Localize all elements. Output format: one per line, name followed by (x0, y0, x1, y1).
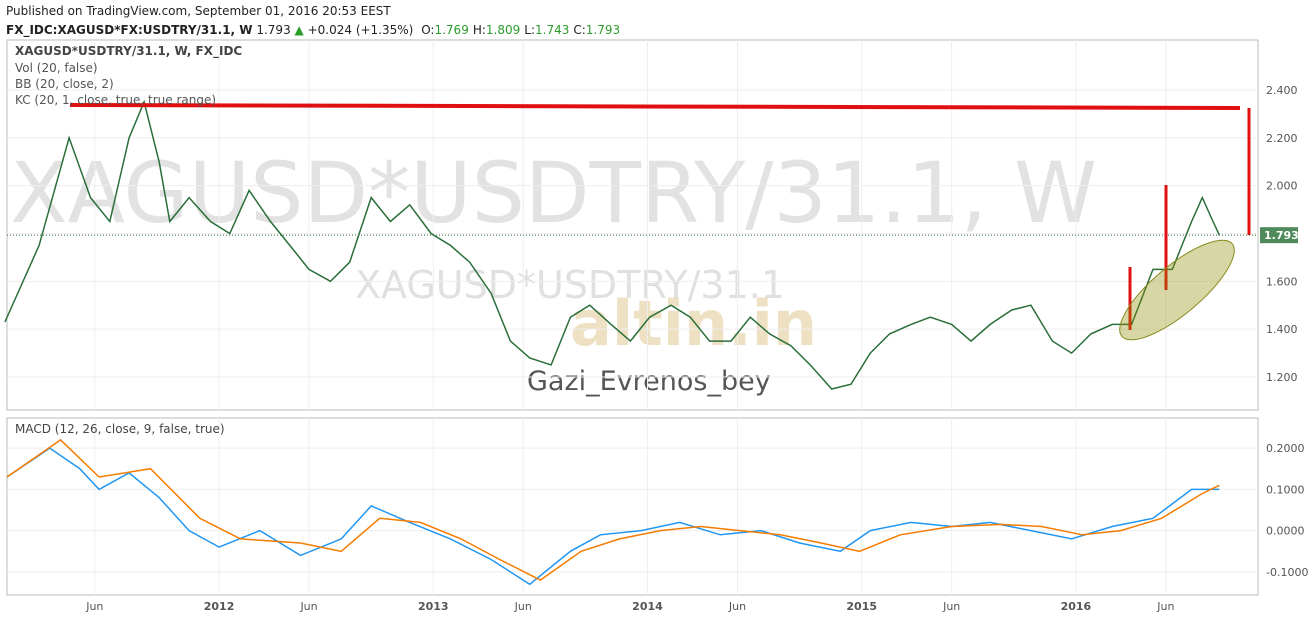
x-tick-label: 2013 (418, 600, 449, 613)
x-tick-label: 2015 (846, 600, 877, 613)
y-tick-label: 1.600 (1266, 275, 1298, 288)
last-price-box (1260, 227, 1298, 244)
quote-line: FX_IDC:XAGUSD*FX:USDTRY/31.1, W 1.793 ▲ … (6, 21, 620, 40)
y-tick-label: 0.2000 (1266, 442, 1305, 455)
watermark: XAGUSD*USDTRY/31.1, W (10, 144, 1097, 242)
x-tick-label: Jun (85, 600, 103, 613)
y-tick-label: 1.200 (1266, 371, 1298, 384)
last-price-label: 1.793 (1264, 229, 1299, 242)
x-tick-label: Jun (942, 600, 960, 613)
panel-title: MACD (12, 26, close, 9, false, true) (15, 422, 225, 436)
last: 1.793 (256, 23, 291, 37)
ohlc-key: H: (472, 23, 486, 37)
y-tick-label: 2.000 (1266, 180, 1298, 193)
indicator-label: BB (20, close, 2) (15, 77, 114, 91)
x-tick-label: Jun (514, 600, 532, 613)
symbol: FX_IDC:XAGUSD*FX:USDTRY/31.1, W (6, 23, 253, 37)
logo: altin.in (570, 287, 817, 360)
y-tick-label: 0.1000 (1266, 483, 1305, 496)
macd-panel (6, 417, 1259, 596)
ohlc-value: 1.793 (585, 23, 621, 37)
drawn-ellipse (1119, 239, 1235, 341)
y-tick-label: 0.0000 (1266, 525, 1305, 538)
indicator-label: KC (20, 1, close, true, true range) (15, 93, 216, 107)
series-line (6, 438, 1220, 581)
series-line (4, 99, 1221, 390)
x-tick-label: Jun (1156, 600, 1174, 613)
published: Published on TradingView.com, September … (6, 4, 391, 18)
watermark: XAGUSD*USDTRY/31.1 (355, 263, 785, 307)
y-tick-label: -0.1000 (1266, 566, 1308, 579)
x-tick-label: Jun (299, 600, 317, 613)
y-tick-label: 2.200 (1266, 132, 1298, 145)
panel-title: XAGUSD*USDTRY/31.1, W, FX_IDC (15, 44, 242, 59)
x-tick-label: 2014 (632, 600, 663, 613)
ohlc-key: C: (573, 23, 586, 37)
indicator-label: Vol (20, false) (15, 61, 98, 75)
ohlc-value: 1.769 (434, 23, 469, 37)
ohlc-value: 1.809 (485, 23, 521, 37)
up-arrow: ▲ (294, 23, 304, 37)
change: +0.024 (+1.35%) (307, 23, 414, 37)
price-panel (6, 39, 1259, 411)
ohlc-value: 1.743 (535, 23, 570, 37)
x-tick-label: 2016 (1061, 600, 1092, 613)
x-tick-label: Jun (728, 600, 746, 613)
x-tick-label: 2012 (204, 600, 235, 613)
series-line (6, 447, 1220, 586)
author: Gazi_Evrenos_bey (527, 366, 771, 397)
ohlc-key: O: (421, 23, 435, 37)
drawn-line (69, 103, 1241, 110)
y-tick-label: 1.400 (1266, 323, 1298, 336)
ohlc-key: L: (524, 23, 535, 37)
y-tick-label: 2.400 (1266, 84, 1298, 97)
header: Published on TradingView.com, September … (6, 2, 620, 40)
